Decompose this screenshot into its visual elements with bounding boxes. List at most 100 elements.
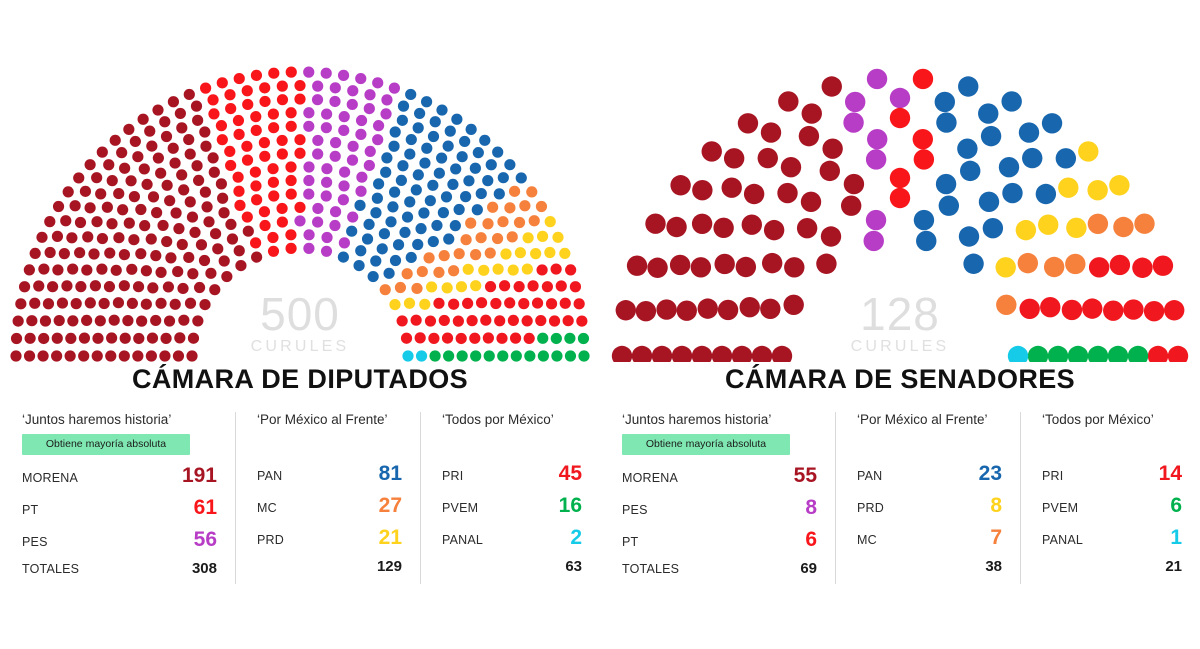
seat-dot [242, 225, 254, 237]
seat-dot [225, 159, 237, 172]
seat-dot [122, 315, 134, 327]
seat-dot [36, 231, 48, 243]
seat-dot [470, 249, 482, 261]
seat-dot [1147, 345, 1169, 362]
seat-dot [67, 315, 79, 327]
seat-dot [447, 178, 459, 191]
seat-dot [146, 332, 159, 344]
seat-dot [412, 169, 424, 181]
table-row: PVEM 16 [434, 495, 586, 527]
seat-dot [389, 186, 401, 198]
seat-dot [337, 69, 350, 81]
seat-dot [1022, 147, 1043, 169]
seat-dot [455, 281, 468, 293]
coalition-column: ‘Por México al Frente’ PAN 81 MC 27 PRD 21 129 [235, 410, 420, 590]
total-label: TOTALES [22, 562, 80, 576]
party-seat-count: 55 [793, 464, 817, 487]
coalition-name: ‘Por México al Frente’ [257, 412, 388, 427]
seat-dot [615, 300, 636, 321]
seat-dot [1019, 298, 1040, 319]
coalition-name: ‘Todos por México’ [1042, 412, 1154, 427]
seat-dot [404, 196, 416, 208]
seat-dot [419, 298, 431, 310]
seat-dot [444, 125, 456, 137]
seat-dot [64, 350, 76, 362]
seat-dot [565, 264, 577, 276]
seat-dot [819, 160, 840, 182]
seat-dot [53, 314, 65, 327]
seat-dot [1047, 345, 1069, 362]
seat-dot [363, 159, 375, 172]
seat-dot [690, 257, 712, 278]
seat-dot [1017, 252, 1039, 274]
seat-dot [429, 350, 441, 362]
seat-dot [329, 219, 341, 232]
seat-dot [321, 231, 333, 244]
coalition-column: ‘Juntos haremos historia’ Obtiene mayoría… [600, 410, 835, 590]
seat-dot [69, 200, 81, 212]
seat-dot [294, 201, 306, 213]
badge-spacer [1034, 427, 1186, 453]
seat-dot [760, 122, 782, 143]
seat-dot [146, 140, 158, 152]
seat-dot [760, 298, 781, 319]
seat-dot [400, 332, 413, 344]
seat-dot [429, 116, 441, 128]
seat-dot [367, 270, 379, 283]
seat-dot [183, 88, 195, 101]
seat-dot [403, 297, 416, 309]
seat-dot [443, 350, 455, 362]
seat-dot [208, 108, 220, 120]
seat-dot [995, 257, 1016, 278]
seat-dot [23, 264, 35, 276]
seat-dot [303, 174, 315, 187]
seat-dot [1127, 345, 1149, 362]
seat-dot [52, 264, 64, 276]
seat-dot [691, 213, 713, 234]
seat-dot [912, 128, 933, 150]
table-row: PAN 23 [849, 463, 1006, 495]
seat-dot [178, 314, 190, 326]
seat-dot [456, 151, 468, 163]
seat-dot [448, 298, 460, 310]
seat-dot [137, 113, 149, 125]
seat-dot [205, 267, 217, 279]
seat-dot [276, 94, 289, 106]
seat-dot [155, 297, 167, 309]
seat-dot [193, 174, 205, 186]
table-row: MC 7 [849, 527, 1006, 559]
party-seat-count: 6 [1170, 494, 1182, 517]
seat-dot [329, 95, 341, 108]
seat-dot [84, 159, 96, 171]
seat-dot [337, 251, 349, 263]
seat-dot [711, 345, 733, 362]
seat-dot [209, 284, 221, 296]
seat-dot [537, 350, 549, 362]
seat-dot [96, 146, 108, 158]
seat-dot [822, 138, 843, 159]
seat-dot [562, 315, 574, 327]
seat-dot [412, 238, 424, 251]
table-row: PES 8 [614, 497, 821, 529]
seat-dot [396, 315, 408, 327]
party-name: PT [622, 535, 639, 549]
seat-dot [692, 179, 713, 201]
seat-dot [867, 128, 888, 150]
party-name: PVEM [442, 501, 479, 515]
seat-dot [438, 314, 450, 327]
seat-dot [656, 299, 677, 320]
seat-dot [521, 315, 533, 327]
seat-dot [448, 265, 460, 277]
seat-dot [578, 350, 590, 362]
seat-dot [113, 187, 125, 200]
seat-dot [174, 332, 186, 344]
seat-dot [427, 235, 439, 248]
seat-dot [294, 93, 306, 105]
coalition-name: ‘Por México al Frente’ [857, 412, 988, 427]
seat-dot [39, 315, 52, 327]
chamber-title: CÁMARA DE DIPUTADOS [131, 364, 469, 394]
seat-dot [199, 126, 211, 138]
seat-dot [62, 186, 74, 198]
seat-dot [889, 167, 911, 189]
seat-dot [522, 232, 534, 244]
